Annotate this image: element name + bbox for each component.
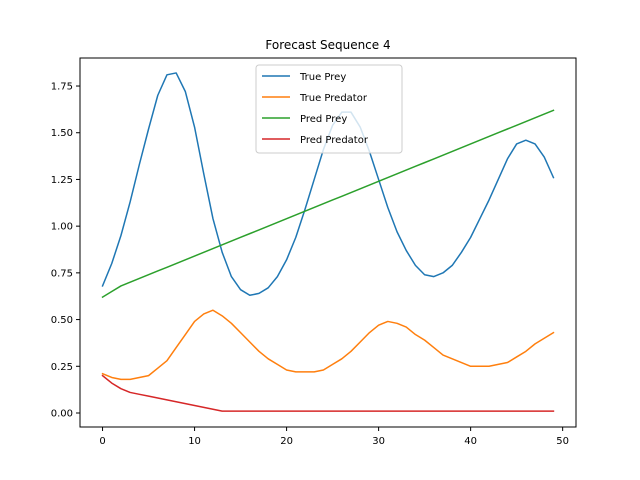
y-tick-label: 1.50 [51, 128, 73, 139]
y-axis: 0.00 0.25 0.50 0.75 1.00 1.25 1.50 1.75 [51, 82, 80, 419]
legend: True Prey True Predator Pred Prey Pred Pred… [255, 64, 403, 154]
x-tick-label: 30 [372, 436, 385, 447]
y-tick-label: 1.75 [51, 82, 73, 93]
x-tick-label: 20 [280, 436, 293, 447]
y-tick-label: 0.25 [51, 362, 73, 373]
legend-label: True Prey [299, 72, 346, 83]
y-tick-label: 1.25 [51, 175, 73, 186]
y-tick-label: 0.75 [51, 268, 73, 279]
x-tick-label: 50 [556, 436, 569, 447]
legend-label: Pred Prey [300, 114, 347, 125]
x-tick-label: 0 [99, 436, 105, 447]
series-line-pred-predator [101, 374, 555, 412]
legend-label: Pred Predator [300, 135, 369, 146]
legend-label: True Predator [299, 93, 368, 104]
x-tick-label: 40 [464, 436, 477, 447]
y-tick-label: 0.00 [51, 408, 73, 419]
x-axis: 0 10 20 30 40 50 [99, 427, 569, 447]
x-tick-label: 10 [188, 436, 201, 447]
y-tick-label: 1.00 [51, 222, 73, 233]
axes-frame [79, 57, 577, 428]
chart-title: Forecast Sequence 4 [265, 38, 390, 52]
y-tick-label: 0.50 [51, 315, 73, 326]
series-line-true-predator [101, 309, 555, 381]
series-line-pred-prey [101, 109, 555, 299]
legend-box [255, 64, 403, 154]
